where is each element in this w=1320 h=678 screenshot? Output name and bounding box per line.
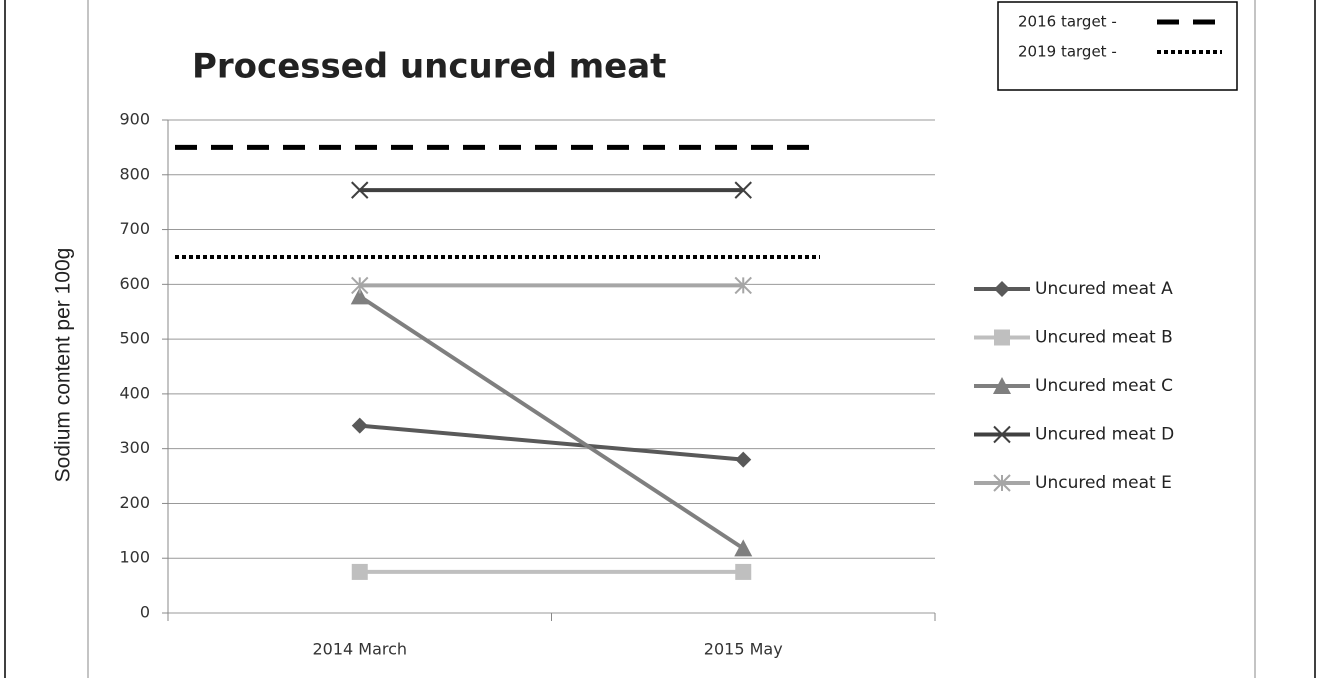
marker xyxy=(993,425,1011,444)
y-tick-label: 700 xyxy=(119,219,150,238)
chart-title: Processed uncured meat xyxy=(192,47,666,87)
target-legend-label: 2019 target - xyxy=(1018,43,1117,61)
marker xyxy=(351,181,369,199)
marker xyxy=(351,276,369,295)
target-legend-box xyxy=(997,1,1238,91)
marker xyxy=(351,417,368,434)
y-tick-label: 0 xyxy=(140,603,150,622)
outer-frame xyxy=(4,0,1316,678)
marker xyxy=(734,539,753,557)
series-line xyxy=(359,423,744,462)
marker xyxy=(351,563,368,580)
x-tick-label: 2014 March xyxy=(312,640,407,659)
y-tick-label: 800 xyxy=(119,164,150,183)
marker xyxy=(994,281,1010,297)
y-tick-label: 900 xyxy=(119,110,150,129)
y-tick-label: 200 xyxy=(119,493,150,512)
legend-label: Uncured meat D xyxy=(1035,425,1174,445)
marker xyxy=(993,377,1011,394)
marker xyxy=(735,563,752,580)
legend-label: Uncured meat B xyxy=(1035,328,1173,348)
y-tick-label: 400 xyxy=(119,383,150,402)
marker xyxy=(993,474,1011,492)
y-tick-label: 100 xyxy=(119,548,150,567)
chart-frame xyxy=(87,0,1256,678)
marker xyxy=(734,276,752,295)
series-line xyxy=(358,294,745,551)
legend-label: Uncured meat A xyxy=(1035,279,1173,299)
y-tick-label: 500 xyxy=(119,329,150,348)
marker xyxy=(735,451,752,468)
x-tick-label: 2015 May xyxy=(704,640,783,659)
marker xyxy=(734,181,752,199)
legend-label: Uncured meat C xyxy=(1035,376,1173,396)
marker xyxy=(994,329,1010,346)
target-legend-label: 2016 target - xyxy=(1018,13,1117,31)
legend-label: Uncured meat E xyxy=(1035,473,1172,493)
y-axis-label: Sodium content per 100g xyxy=(52,248,75,483)
y-tick-label: 300 xyxy=(119,438,150,457)
marker xyxy=(350,287,369,305)
y-tick-label: 600 xyxy=(119,274,150,293)
